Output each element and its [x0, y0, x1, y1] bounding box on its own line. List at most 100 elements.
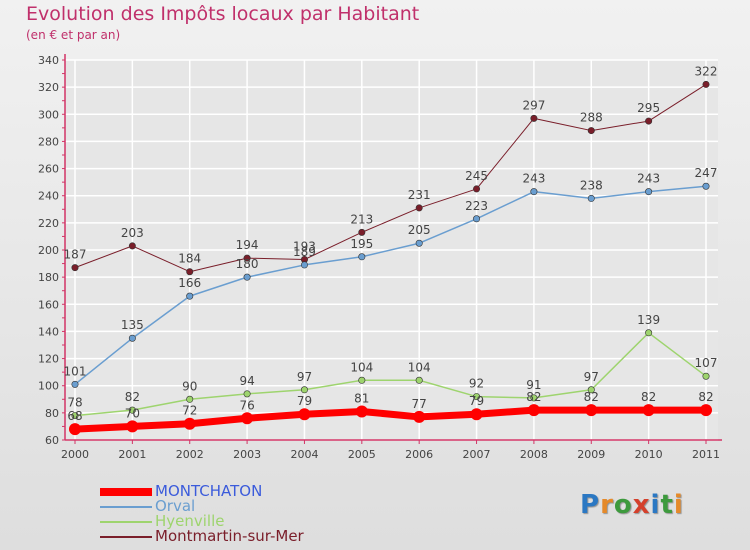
logo-letter: i [673, 490, 684, 520]
data-label: 76 [239, 398, 254, 412]
data-point [186, 268, 194, 276]
x-tick-label: 2003 [233, 448, 261, 461]
data-label: 79 [297, 394, 312, 408]
x-tick-label: 2002 [176, 448, 204, 461]
data-label: 90 [182, 379, 197, 393]
data-label: 78 [67, 396, 82, 410]
data-point [128, 406, 136, 414]
legend-label: MONTCHATON [155, 482, 263, 500]
data-point [186, 292, 194, 300]
data-point [530, 188, 538, 196]
data-label: 223 [465, 199, 488, 213]
data-label: 92 [469, 377, 484, 391]
y-tick-label: 340 [38, 54, 59, 67]
data-label: 107 [695, 356, 718, 370]
legend-swatch [100, 536, 152, 538]
data-label: 297 [522, 98, 545, 112]
data-label: 97 [584, 370, 599, 384]
data-point [300, 261, 308, 269]
data-label: 82 [125, 390, 140, 404]
data-label: 94 [239, 374, 254, 388]
x-tick-label: 2007 [463, 448, 491, 461]
data-label: 184 [178, 252, 201, 266]
data-label: 166 [178, 276, 201, 290]
x-tick-label: 2008 [520, 448, 548, 461]
y-tick-label: 320 [38, 81, 59, 94]
data-label: 68 [67, 409, 82, 423]
data-point [702, 372, 710, 380]
y-tick-label: 240 [38, 190, 59, 203]
data-point [415, 239, 423, 247]
y-tick-label: 260 [38, 163, 59, 176]
x-tick-label: 2011 [692, 448, 720, 461]
data-point [700, 404, 712, 417]
data-label: 203 [121, 226, 144, 240]
y-tick-label: 80 [45, 407, 59, 420]
x-tick-label: 2005 [348, 448, 376, 461]
data-label: 82 [584, 390, 599, 404]
chart-title: Evolution des Impôts locaux par Habitant [26, 3, 420, 25]
data-point [415, 376, 423, 384]
data-point [642, 404, 655, 417]
data-label: 180 [236, 257, 259, 271]
data-point [645, 329, 653, 337]
legend-swatch [100, 521, 152, 523]
data-point [645, 188, 653, 196]
logo-letter: P [580, 490, 601, 520]
data-label: 139 [637, 313, 660, 327]
series-line [74, 185, 707, 386]
y-tick-label: 60 [45, 434, 59, 447]
data-point [530, 114, 538, 122]
data-label: 104 [408, 360, 431, 374]
legend-swatch [100, 506, 152, 508]
data-point [128, 334, 136, 342]
data-label: 79 [469, 394, 484, 408]
data-point [587, 194, 595, 202]
series-line [74, 83, 707, 273]
data-label: 288 [580, 111, 603, 125]
data-label: 213 [350, 212, 373, 226]
x-tick-label: 2006 [405, 448, 433, 461]
logo-letter: i [650, 490, 661, 520]
data-point [71, 264, 79, 272]
y-tick-label: 140 [38, 325, 59, 338]
proxiti-logo: Proxiti [580, 490, 684, 520]
data-point [415, 204, 423, 212]
x-tick-label: 2010 [635, 448, 663, 461]
data-point [243, 273, 251, 281]
data-label: 77 [412, 397, 427, 411]
data-point [183, 417, 196, 430]
x-tick-label: 2004 [290, 448, 318, 461]
data-label: 243 [637, 172, 660, 186]
data-point [298, 408, 311, 421]
data-point [473, 215, 481, 223]
data-label: 81 [354, 392, 369, 406]
data-point [587, 386, 595, 394]
data-label: 247 [695, 166, 718, 180]
series-line [71, 406, 710, 433]
y-tick-label: 160 [38, 298, 59, 311]
data-point [585, 404, 598, 417]
data-label: 205 [408, 223, 431, 237]
data-label: 135 [121, 318, 144, 332]
data-point [71, 412, 79, 420]
data-point [413, 410, 426, 423]
y-tick-label: 100 [38, 380, 59, 393]
data-point [243, 390, 251, 398]
data-label: 238 [580, 178, 603, 192]
legend-label: Orval [155, 497, 196, 515]
data-label: 193 [293, 240, 316, 254]
data-point [358, 376, 366, 384]
data-label: 97 [297, 370, 312, 384]
data-point [473, 185, 481, 193]
y-tick-label: 220 [38, 217, 59, 230]
data-point [241, 412, 254, 425]
logo-letter: r [600, 490, 614, 520]
data-label: 82 [698, 390, 713, 404]
x-tick-label: 2000 [61, 448, 89, 461]
data-label: 91 [526, 378, 541, 392]
data-label: 231 [408, 188, 431, 202]
data-point [186, 395, 194, 403]
logo-letter: x [632, 490, 651, 520]
